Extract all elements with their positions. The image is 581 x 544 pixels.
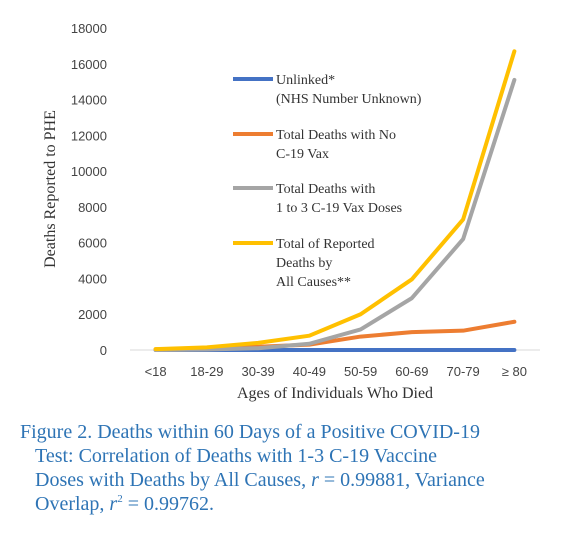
x-tick-label: ≥ 80 (502, 364, 527, 379)
r-symbol: r (311, 469, 319, 491)
y-tick-label: 0 (100, 343, 107, 358)
y-axis-ticks: 0 2000 4000 6000 8000 10000 12000 14000 16000 180… (71, 21, 107, 358)
x-tick-label: 30-39 (242, 364, 275, 379)
legend-label: Deaths by (276, 256, 332, 271)
x-tick-label: 50-59 (344, 364, 377, 379)
y-tick-label: 10000 (71, 164, 107, 179)
legend-label: (NHS Number Unknown) (276, 92, 422, 107)
x-tick-label: <18 (145, 364, 167, 379)
x-axis-ticks: <18 18-29 30-39 40-49 50-59 60-69 70-79 ≥ 80 (145, 364, 527, 379)
legend-label: Unlinked* (276, 73, 335, 88)
y-tick-label: 18000 (71, 21, 107, 36)
legend-label: All Causes** (276, 275, 351, 290)
y-tick-label: 4000 (78, 271, 107, 286)
y-tick-label: 14000 (71, 93, 107, 108)
r2-symbol: r (109, 493, 118, 515)
legend-label: Total Deaths with (276, 182, 375, 197)
legend-label: Total Deaths with No (276, 128, 396, 143)
legend-label: Total of Reported (276, 237, 375, 252)
caption-line-4: Overlap, r2 = 0.99762. (20, 492, 565, 516)
y-tick-label: 16000 (71, 57, 107, 72)
legend-label: C-19 Vax (276, 147, 329, 162)
series-line-3 (153, 77, 517, 352)
caption-text: Doses with Deaths by All Causes, (35, 469, 312, 491)
x-tick-label: 18-29 (190, 364, 223, 379)
caption-line-3: Doses with Deaths by All Causes, r = 0.9… (20, 468, 565, 492)
caption-text: = 0.99762. (122, 493, 214, 515)
x-tick-label: 70-79 (447, 364, 480, 379)
figure-caption: Figure 2. Deaths within 60 Days of a Pos… (20, 420, 565, 516)
caption-text: = 0.99881, Variance (318, 469, 485, 491)
caption-text: Overlap, (35, 493, 110, 515)
y-tick-label: 6000 (78, 236, 107, 251)
x-tick-label: 60-69 (395, 364, 428, 379)
caption-line-2: Test: Correlation of Deaths with 1-3 C-1… (35, 445, 438, 467)
chart: 0 2000 4000 6000 8000 10000 12000 14000 16000 180… (42, 21, 540, 402)
caption-line-1: Figure 2. Deaths within 60 Days of a Pos… (20, 421, 480, 443)
x-axis-title: Ages of Individuals Who Died (237, 385, 433, 402)
y-tick-label: 8000 (78, 200, 107, 215)
series-lines (153, 49, 517, 352)
y-axis-title: Deaths Reported to PHE (42, 110, 59, 268)
y-tick-label: 12000 (71, 128, 107, 143)
legend-label: 1 to 3 C-19 Vax Doses (276, 201, 402, 216)
y-tick-label: 2000 (78, 307, 107, 322)
r2-exponent: 2 (117, 493, 123, 505)
legend: Unlinked* (NHS Number Unknown) Total Death… (233, 73, 422, 290)
x-tick-label: 40-49 (293, 364, 326, 379)
series-line-4 (153, 49, 517, 352)
